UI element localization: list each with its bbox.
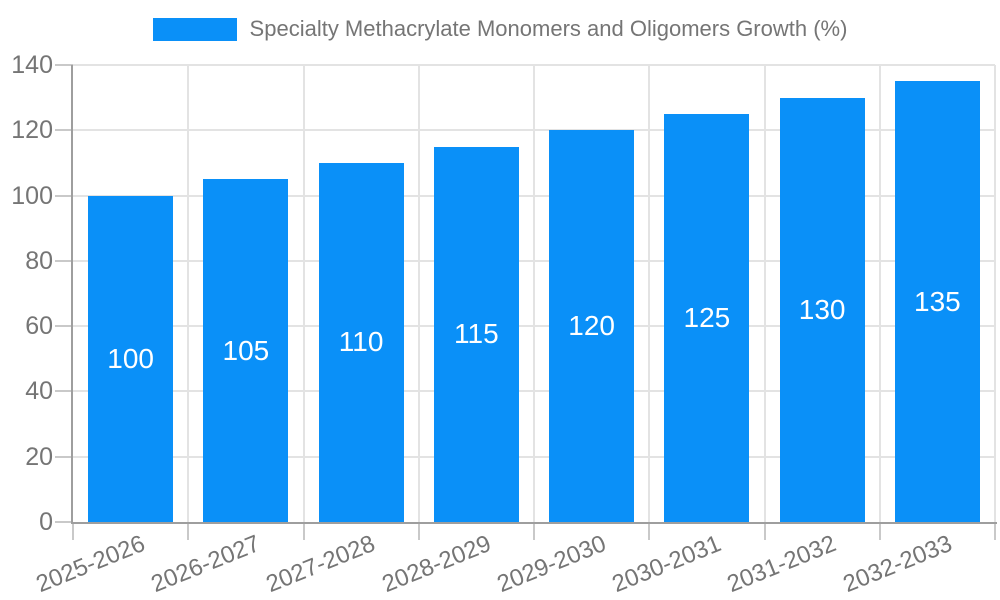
gridline-vertical — [533, 65, 535, 522]
y-tick-label: 20 — [25, 442, 53, 471]
x-tick-label: 2027-2028 — [129, 530, 380, 598]
bar-value-label: 100 — [107, 342, 154, 374]
x-tick-mark — [187, 522, 190, 540]
gridline-vertical — [187, 65, 190, 522]
y-tick-label: 0 — [39, 508, 53, 536]
bar — [664, 113, 750, 522]
bar-value-label: 130 — [798, 293, 846, 325]
x-tick-label-text: 2029-2030 — [493, 530, 610, 599]
bar — [88, 195, 174, 522]
x-tick-mark — [994, 522, 996, 540]
y-tick-mark — [55, 325, 73, 328]
x-tick-label: 2029-2030 — [360, 530, 610, 598]
y-tick-label: 60 — [25, 312, 53, 341]
bar-value-label: 110 — [338, 326, 384, 358]
x-tick-label: 2032-2033 — [705, 530, 956, 598]
bar-value-label: 105 — [222, 334, 270, 366]
x-tick-label: 2031-2032 — [590, 530, 841, 598]
bar-value-label: 115 — [454, 318, 499, 350]
x-tick-label-text: 2030-2031 — [608, 530, 725, 599]
x-tick-label-text: 2031-2032 — [723, 530, 841, 599]
y-tick-mark — [55, 259, 73, 262]
y-tick-mark — [55, 521, 73, 523]
bar-value-label: 120 — [568, 310, 615, 342]
chart-legend: Specialty Methacrylate Monomers and Olig… — [0, 16, 1000, 42]
y-tick-mark — [55, 390, 73, 393]
y-axis-line — [71, 65, 73, 524]
y-tick-label: 80 — [25, 246, 53, 275]
x-tick-mark — [417, 522, 420, 540]
gridline-vertical — [878, 65, 881, 522]
x-axis-line — [71, 522, 997, 524]
bar — [203, 179, 289, 522]
x-tick-mark — [763, 522, 766, 540]
gridline-vertical — [648, 65, 651, 522]
x-tick-label-text: 2027-2028 — [262, 530, 380, 599]
bar — [894, 81, 980, 522]
y-tick-label: 120 — [11, 116, 53, 145]
y-tick-label: 100 — [11, 181, 53, 210]
y-tick-label: 40 — [25, 377, 53, 406]
gridline-vertical — [994, 65, 996, 522]
gridline-vertical — [763, 65, 766, 522]
x-tick-mark — [533, 522, 535, 540]
bar-value-label: 135 — [914, 285, 961, 317]
bar — [318, 162, 404, 522]
bar-value-label: 125 — [683, 301, 731, 333]
y-tick-label: 140 — [11, 51, 53, 79]
bar — [549, 130, 635, 522]
gridline-vertical — [417, 65, 420, 522]
x-tick-label: 2030-2031 — [475, 530, 725, 598]
x-tick-label: 2028-2029 — [244, 530, 495, 598]
bar — [433, 146, 519, 522]
y-tick-mark — [55, 64, 73, 66]
x-tick-mark — [878, 522, 881, 540]
x-tick-mark — [72, 522, 74, 540]
gridline-vertical — [302, 65, 305, 522]
x-tick-label-text: 2032-2033 — [838, 530, 956, 599]
y-tick-mark — [55, 129, 73, 132]
x-tick-label-text: 2026-2027 — [147, 530, 264, 599]
x-tick-label-text: 2028-2029 — [377, 530, 495, 599]
x-tick-mark — [302, 522, 305, 540]
y-tick-mark — [55, 194, 73, 197]
x-tick-label-text: 2025-2026 — [32, 530, 149, 599]
y-tick-mark — [55, 455, 73, 458]
x-tick-mark — [648, 522, 651, 540]
legend-color-swatch — [152, 17, 237, 41]
legend-label: Specialty Methacrylate Monomers and Olig… — [249, 16, 848, 41]
bar — [779, 97, 865, 522]
